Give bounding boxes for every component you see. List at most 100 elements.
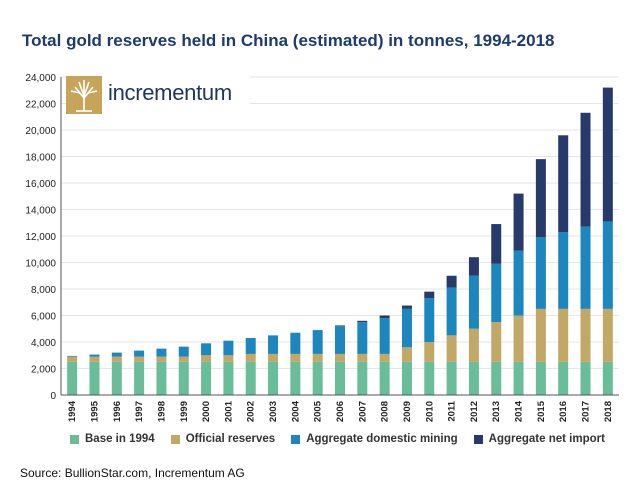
bar-segment-mining-2017 <box>580 226 591 309</box>
bar-segment-base-2009 <box>401 361 412 395</box>
bar-segment-mining-2018 <box>602 221 613 309</box>
x-tick-label: 2001 <box>223 400 234 422</box>
bar-segment-mining-2010 <box>424 298 435 342</box>
bar-segment-mining-1999 <box>178 346 189 357</box>
bar-segment-import-2010 <box>424 291 435 299</box>
y-tick-label: 22,000 <box>25 100 56 111</box>
x-tick-label: 2015 <box>536 400 547 422</box>
x-tick-label: 2017 <box>581 401 592 422</box>
bar-segment-import-2016 <box>558 135 569 233</box>
bar-segment-base-2003 <box>268 361 279 395</box>
bar-segment-base-2010 <box>424 361 435 395</box>
bar-segment-base-2015 <box>535 361 546 395</box>
x-tick-label: 2003 <box>268 401 279 422</box>
bar-segment-base-2013 <box>491 361 502 395</box>
bar-segment-mining-2009 <box>401 308 412 348</box>
x-tick-label: 2011 <box>447 400 458 421</box>
x-tick-label: 1996 <box>112 401 123 422</box>
legend-label-mining: Aggregate domestic mining <box>306 433 458 445</box>
bar-segment-official-2017 <box>580 308 591 362</box>
bar-segment-import-2014 <box>513 193 524 251</box>
x-tick-label: 2016 <box>558 401 569 422</box>
y-tick-label: 0 <box>50 391 56 402</box>
bar-segment-import-2008 <box>379 315 390 319</box>
bar-segment-official-2010 <box>424 342 435 362</box>
bar-segment-official-2003 <box>268 353 279 362</box>
legend-swatch-official <box>170 434 180 444</box>
legend-item-base: Base in 1994 <box>70 433 155 445</box>
bar-segment-import-2011 <box>446 275 457 288</box>
bar-segment-base-2012 <box>468 361 479 395</box>
logo-wordmark: incrementum <box>108 80 232 105</box>
legend-item-mining: Aggregate domestic mining <box>291 433 458 445</box>
x-tick-label: 2009 <box>402 401 413 422</box>
x-tick-label: 1997 <box>134 401 145 422</box>
bar-segment-mining-2006 <box>335 326 345 354</box>
tree-logo-icon <box>66 76 102 114</box>
y-tick-label: 24,000 <box>25 73 56 84</box>
legend-swatch-base <box>70 434 79 444</box>
bar-segment-official-2005 <box>312 353 323 362</box>
bar-segment-base-2017 <box>580 361 591 395</box>
legend: Base in 1994 Official reserves Aggregate… <box>70 433 621 445</box>
bar-segment-official-2006 <box>335 353 345 362</box>
legend-item-official: Official reserves <box>170 433 276 445</box>
bar-segment-official-1998 <box>156 356 167 362</box>
bar-segment-mining-1994 <box>67 355 78 357</box>
x-tick-label: 1998 <box>156 401 167 422</box>
bar-segment-base-1999 <box>178 361 189 395</box>
y-tick-labels: 0 2,000 4,000 6,000 8,000 10,000 12,000 14,000 1… <box>25 73 56 402</box>
bar-segment-mining-1997 <box>134 350 145 357</box>
bar-segment-mining-2000 <box>201 343 212 356</box>
x-tick-label: 2010 <box>424 401 435 422</box>
bar-segment-base-2002 <box>245 361 256 395</box>
bar-segment-import-2007 <box>357 320 368 323</box>
x-tick-label: 2014 <box>514 400 525 422</box>
bar-segment-base-2008 <box>379 361 390 395</box>
bar-segment-official-2002 <box>245 353 256 362</box>
bar-segment-mining-1996 <box>111 352 122 357</box>
bar-segment-mining-2001 <box>223 340 234 356</box>
bar-segment-base-2011 <box>446 361 457 395</box>
x-tick-label: 2012 <box>469 401 480 422</box>
bar-series <box>67 87 613 395</box>
y-tick-label: 20,000 <box>25 126 56 137</box>
bar-segment-mining-2015 <box>535 237 546 309</box>
bar-segment-mining-2003 <box>268 335 279 354</box>
bar-segment-official-2014 <box>513 315 524 362</box>
bar-segment-import-2012 <box>468 257 479 276</box>
bar-segment-mining-1998 <box>156 348 167 357</box>
x-tick-label: 2000 <box>201 401 212 422</box>
y-tick-label: 18,000 <box>25 153 56 164</box>
bar-segment-official-2009 <box>401 347 412 362</box>
y-tick-label: 12,000 <box>25 232 56 243</box>
bar-segment-import-2006 <box>335 325 345 327</box>
x-tick-label: 2004 <box>290 400 301 422</box>
bar-segment-official-2004 <box>290 353 301 362</box>
bar-segment-official-1994 <box>67 356 78 362</box>
axes <box>60 77 619 396</box>
bar-segment-base-2006 <box>335 361 345 395</box>
x-tick-label: 2006 <box>335 401 346 422</box>
y-tick-label: 6,000 <box>31 312 56 323</box>
bar-segment-import-2015 <box>535 159 546 238</box>
bar-segment-base-1997 <box>134 361 145 395</box>
x-tick-label: 1994 <box>67 400 78 422</box>
bar-segment-official-2011 <box>446 335 457 362</box>
y-tick-label: 16,000 <box>25 179 56 190</box>
x-tick-label: 1999 <box>179 401 190 422</box>
legend-label-import: Aggregate net import <box>488 433 605 445</box>
bar-segment-base-2005 <box>312 361 323 395</box>
bar-segment-import-2018 <box>602 87 613 222</box>
bar-segment-official-2013 <box>491 322 502 362</box>
x-tick-labels: 1994 1995 1996 1997 1998 1999 2000 2001 2002 2003… <box>67 400 614 422</box>
legend-label-official: Official reserves <box>185 433 276 445</box>
x-tick-label: 2018 <box>603 401 614 422</box>
y-tick-label: 8,000 <box>31 285 56 296</box>
bar-segment-base-1996 <box>111 361 122 395</box>
y-tick-label: 10,000 <box>25 259 56 270</box>
bar-segment-official-2001 <box>223 355 234 362</box>
x-tick-label: 1995 <box>89 400 100 422</box>
bar-segment-base-2018 <box>602 361 613 395</box>
